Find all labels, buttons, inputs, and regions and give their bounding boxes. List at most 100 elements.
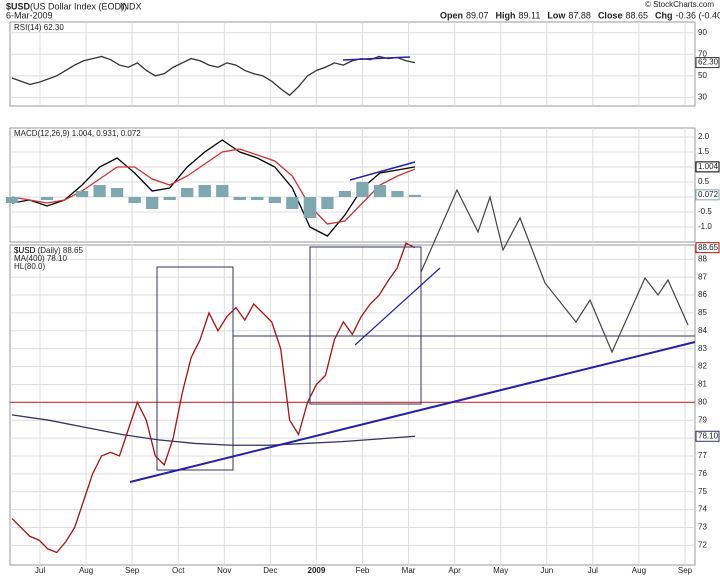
x-tick-label: Oct bbox=[172, 566, 185, 575]
y-tick-label: 70 bbox=[698, 49, 707, 58]
quote: Open 89.07 High 89.11 Low 87.88 Close 88.65 Chg -… bbox=[440, 10, 720, 20]
symbol: $USD bbox=[6, 1, 31, 11]
y-tick-label: 2.0 bbox=[698, 132, 710, 141]
value-tag bbox=[695, 242, 720, 254]
panel-legend: $USD (Daily) 88.65 bbox=[14, 246, 83, 255]
y-tick-label: 81 bbox=[698, 380, 707, 389]
histogram-bar bbox=[198, 185, 211, 197]
histogram-bar bbox=[40, 197, 54, 200]
y-tick-label: 88 bbox=[698, 254, 707, 263]
histogram-bar bbox=[356, 182, 369, 197]
annotations bbox=[129, 56, 696, 483]
subtitle: (US Dollar Index (EOD)) bbox=[30, 1, 127, 11]
quote-value: 87.88 bbox=[568, 10, 591, 20]
histogram-bar bbox=[181, 188, 194, 197]
y-tick-label: 0.5 bbox=[698, 177, 710, 186]
y-tick-label: 77 bbox=[698, 451, 707, 460]
histogram-bar bbox=[408, 194, 422, 197]
rsi-divergence bbox=[342, 56, 411, 61]
trendline bbox=[354, 267, 441, 346]
y-tick-label: 72 bbox=[698, 540, 707, 549]
y-tick-label: 83 bbox=[698, 344, 707, 353]
x-tick-label: Nov bbox=[217, 566, 231, 575]
value-tag-label: 78.10 bbox=[698, 431, 719, 440]
x-tick-label: 2009 bbox=[308, 566, 326, 575]
histogram-bar bbox=[303, 197, 317, 218]
quote-label: Low bbox=[547, 10, 566, 20]
value-tag-label: 62.30 bbox=[698, 58, 719, 67]
legend-entry: MA(400) 78.10 bbox=[14, 254, 67, 263]
y-tick-label: 82 bbox=[698, 362, 707, 371]
projection bbox=[420, 188, 689, 354]
x-tick-label: Sep bbox=[125, 566, 140, 575]
histogram-bar bbox=[286, 197, 299, 209]
y-tick-label: 84 bbox=[698, 326, 707, 335]
y-tick-label: 86 bbox=[698, 290, 707, 299]
x-tick-label: May bbox=[493, 566, 508, 575]
macd-divergence bbox=[349, 161, 416, 181]
y-tick-label: 74 bbox=[698, 505, 707, 514]
credit: © StockCharts.com bbox=[645, 0, 714, 9]
y-tick-label: 75 bbox=[698, 487, 707, 496]
panel bbox=[9, 21, 696, 107]
value-tag-label: 0.072 bbox=[698, 190, 719, 199]
histogram-bar bbox=[146, 197, 159, 209]
y-tick-label: 73 bbox=[698, 523, 707, 532]
quote-value: 89.07 bbox=[466, 10, 489, 20]
y-tick-label: -1.0 bbox=[698, 222, 712, 231]
y-tick-label: -0.5 bbox=[698, 207, 712, 216]
value-tag-label: 1.004 bbox=[698, 162, 719, 171]
histogram-bar bbox=[233, 197, 246, 200]
quote-value: 89.11 bbox=[519, 10, 541, 20]
x-tick-label: Sep bbox=[678, 566, 693, 575]
panel bbox=[9, 244, 696, 566]
histogram-bar bbox=[338, 191, 352, 197]
quote-label: Open bbox=[440, 10, 463, 20]
date: 6-Mar-2009 bbox=[6, 10, 53, 20]
value-tag-label: 88.65 bbox=[698, 243, 719, 252]
y-tick-label: 87 bbox=[698, 272, 707, 281]
y-tick-label: 1.5 bbox=[698, 147, 710, 156]
x-tick-label: Aug bbox=[79, 566, 93, 575]
series-line bbox=[11, 242, 416, 554]
hl-legend: HL(80.0) bbox=[14, 262, 45, 271]
quote-label: High bbox=[496, 10, 516, 20]
y-tick-label: 85 bbox=[698, 308, 707, 317]
x-tick-label: Jul bbox=[588, 566, 598, 575]
panel bbox=[9, 127, 696, 243]
y-tick-label: 76 bbox=[698, 469, 707, 478]
histogram-bar bbox=[75, 191, 89, 197]
y-tick-label: 30 bbox=[698, 92, 707, 101]
series-line bbox=[11, 55, 416, 97]
x-tick-label: Jun bbox=[540, 566, 553, 575]
panel-legend: RSI(14) 62.30 bbox=[14, 23, 64, 32]
x-tick-label: Mar bbox=[402, 566, 416, 575]
quote-label: Close bbox=[598, 10, 623, 20]
x-tick-label: Aug bbox=[632, 566, 646, 575]
trendline bbox=[129, 341, 696, 483]
panel-legend: MACD(12,26,9) 1.004, 0.931, 0.072 bbox=[14, 129, 141, 138]
y-tick-label: 79 bbox=[698, 415, 707, 424]
histogram-bar bbox=[93, 185, 106, 197]
histogram-bar bbox=[251, 197, 264, 200]
x-tick-label: Jul bbox=[35, 566, 45, 575]
y-tick-label: 50 bbox=[698, 71, 707, 80]
histogram-bar bbox=[391, 191, 404, 197]
exchange: INDX bbox=[120, 1, 142, 11]
x-tick-label: Feb bbox=[356, 566, 370, 575]
x-tick-label: Apr bbox=[448, 566, 461, 575]
value-tag bbox=[695, 161, 720, 173]
value-tag bbox=[695, 57, 720, 69]
y-tick-label: 90 bbox=[698, 28, 707, 37]
histogram-bar bbox=[268, 197, 281, 203]
quote-value: 88.65 bbox=[625, 10, 648, 20]
series-line bbox=[11, 414, 416, 446]
quote-label: Chg bbox=[655, 10, 673, 20]
histogram-bar bbox=[373, 185, 387, 197]
histogram-bar bbox=[128, 197, 141, 203]
value-tag bbox=[695, 189, 720, 201]
y-tick-label: 80 bbox=[698, 397, 707, 406]
histogram-bar bbox=[5, 197, 19, 203]
series-line bbox=[11, 139, 416, 237]
